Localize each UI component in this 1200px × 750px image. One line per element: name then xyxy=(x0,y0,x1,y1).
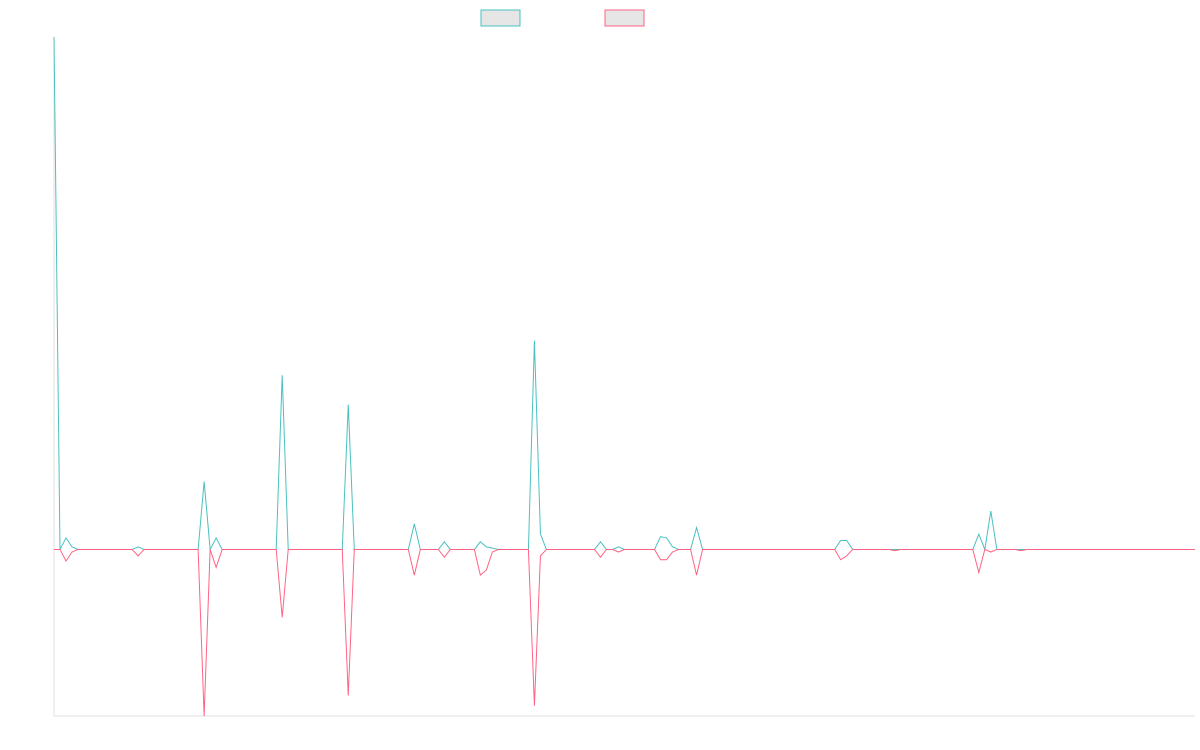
series-line xyxy=(54,548,1195,717)
series-line xyxy=(53,36,1195,552)
legend-swatch[interactable] xyxy=(480,9,521,27)
legend-swatch[interactable] xyxy=(604,9,645,27)
